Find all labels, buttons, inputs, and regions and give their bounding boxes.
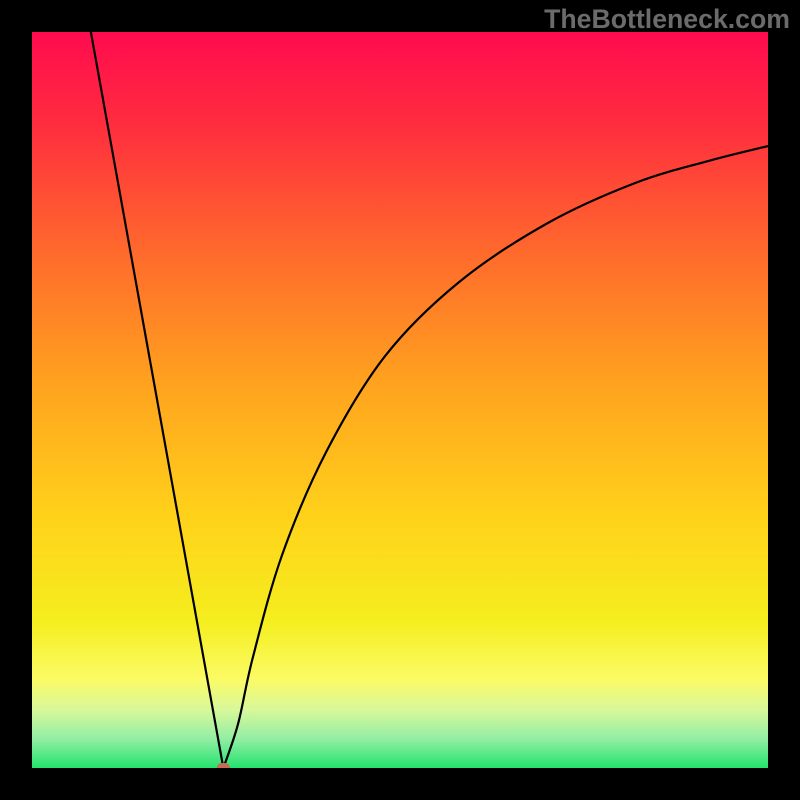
- bottleneck-chart: [0, 0, 800, 800]
- plot-background: [32, 32, 768, 768]
- chart-container: TheBottleneck.com: [0, 0, 800, 800]
- attribution-text: TheBottleneck.com: [544, 4, 790, 35]
